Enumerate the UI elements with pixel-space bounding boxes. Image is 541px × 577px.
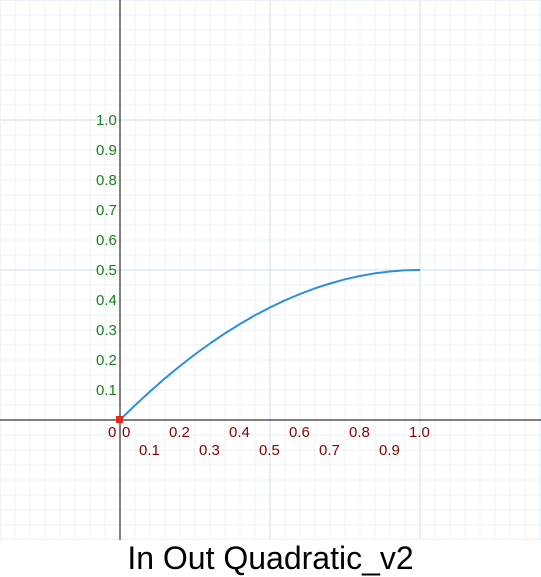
origin-label: 0 xyxy=(108,424,116,441)
x-tick-label: 0.5 xyxy=(259,442,280,459)
start-marker xyxy=(116,416,123,423)
marker-layer xyxy=(116,416,123,423)
curve-layer xyxy=(119,269,421,421)
x-tick-label: 0.9 xyxy=(379,442,400,459)
curve-line xyxy=(119,269,421,421)
x-tick-label: 0.8 xyxy=(349,424,370,441)
y-tick-labels: 0.1 0.2 0.3 0.4 0.5 0.6 0.7 0.8 0.9 1.0 xyxy=(96,112,117,399)
chart: 0.10.20.30.40.50.60.70.80.91.0 0 0.2 0.4 0.… xyxy=(0,0,541,540)
chart-title: In Out Quadratic_v2 xyxy=(127,540,414,576)
x-tick-label: 0.3 xyxy=(199,442,220,459)
y-tick-label: 0.7 xyxy=(96,202,117,219)
x-tick-label: 0.7 xyxy=(319,442,340,459)
y-tick-label: 0.9 xyxy=(96,142,117,159)
y-tick-label: 0.4 xyxy=(96,292,117,309)
y-tick-label: 0.8 xyxy=(96,172,117,189)
y-tick-label: 0.1 xyxy=(96,382,117,399)
y-tick-label: 1.0 xyxy=(96,112,117,129)
y-tick-label: 0.2 xyxy=(96,352,117,369)
y-tick-label: 0.5 xyxy=(96,262,117,279)
x-tick-label: 0 xyxy=(122,424,130,441)
x-tick-label: 0.1 xyxy=(139,442,160,459)
x-tick-label: 1.0 xyxy=(409,424,430,441)
x-tick-label: 0.2 xyxy=(169,424,190,441)
y-tick-label: 0.6 xyxy=(96,232,117,249)
x-tick-label: 0.4 xyxy=(229,424,250,441)
x-tick-label: 0.6 xyxy=(289,424,310,441)
y-tick-label: 0.3 xyxy=(96,322,117,339)
x-tick-labels: 0 0.2 0.4 0.6 0.8 1.0 0.1 0.3 0.5 0.7 0.9 0 xyxy=(108,424,430,459)
major-grid xyxy=(0,0,541,540)
